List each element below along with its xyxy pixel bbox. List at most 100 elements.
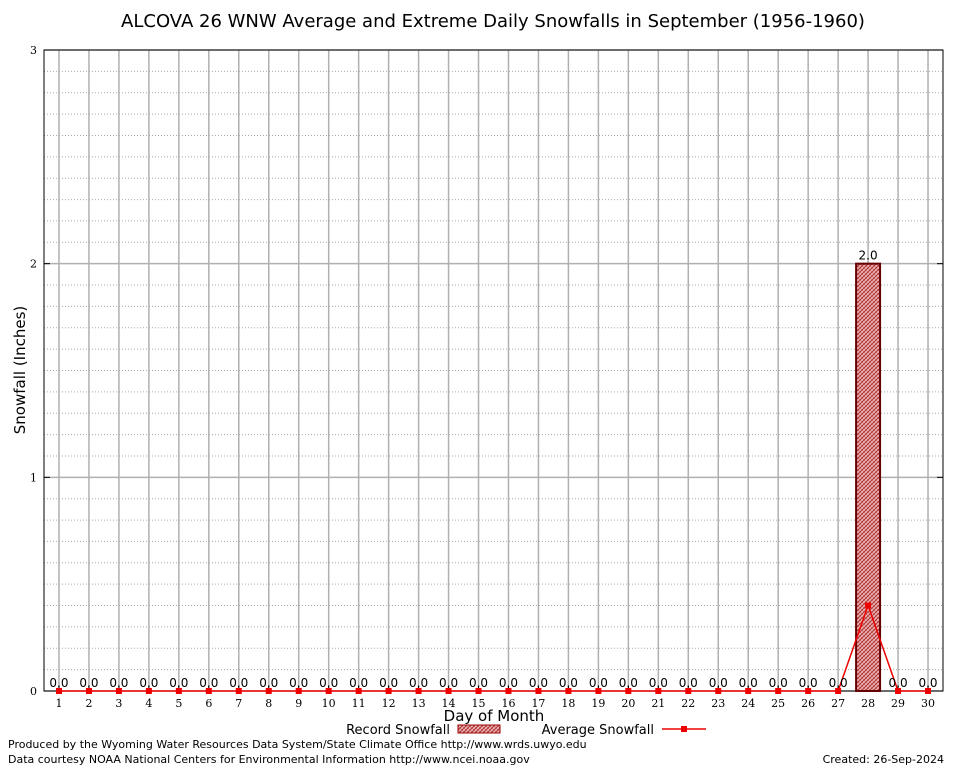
average-point-day-1 <box>55 688 62 694</box>
data-label-day-3: 0.0 <box>109 676 128 690</box>
footer-credit-2: Data courtesy NOAA National Centers for … <box>8 753 530 766</box>
data-label-day-30: 0.0 <box>918 676 937 690</box>
chart-title: ALCOVA 26 WNW Average and Extreme Daily … <box>121 11 865 32</box>
average-point-day-24 <box>745 688 752 694</box>
data-label-day-7: 0.0 <box>229 676 248 690</box>
average-point-day-11 <box>355 688 362 694</box>
data-label-day-9: 0.0 <box>289 676 308 690</box>
x-tick-label: 25 <box>771 697 785 710</box>
data-labels: 0.0 0.0 0.0 0.0 0.0 0.0 0.0 0.0 0.0 0.0 0.0 0.0 0.0 0… <box>49 249 937 690</box>
x-tick-label: 27 <box>831 697 845 710</box>
x-tick-label: 22 <box>681 697 695 710</box>
data-label-day-18: 0.0 <box>559 676 578 690</box>
average-point-day-21 <box>655 688 662 694</box>
y-tick-label: 3 <box>30 44 37 57</box>
data-label-day-13: 0.0 <box>409 676 428 690</box>
data-label-day-8: 0.0 <box>259 676 278 690</box>
average-point-day-27 <box>835 688 842 694</box>
x-tick-label: 10 <box>322 697 336 710</box>
bars <box>855 262 882 692</box>
x-tick-label: 15 <box>472 697 486 710</box>
x-tick-label: 14 <box>442 697 456 710</box>
average-point-day-15 <box>475 688 482 694</box>
x-tick-label: 1 <box>55 697 62 710</box>
x-tick-label: 28 <box>861 697 875 710</box>
average-point-day-28 <box>865 602 872 609</box>
data-label-day-14: 0.0 <box>439 676 458 690</box>
x-tick-label: 18 <box>561 697 575 710</box>
average-point-day-7 <box>235 688 242 694</box>
legend-average-label: Average Snowfall <box>542 723 654 738</box>
y-axis-ticks: 0 1 2 3 <box>30 44 943 698</box>
x-tick-label: 19 <box>591 697 605 710</box>
data-label-day-15: 0.0 <box>469 676 488 690</box>
legend: Record Snowfall Average Snowfall <box>346 723 706 738</box>
data-label-day-20: 0.0 <box>619 676 638 690</box>
x-tick-label: 29 <box>891 697 905 710</box>
x-tick-label: 5 <box>175 697 182 710</box>
average-point-day-18 <box>565 688 572 694</box>
average-point-day-23 <box>715 688 722 694</box>
data-label-day-4: 0.0 <box>139 676 158 690</box>
x-tick-label: 17 <box>531 697 545 710</box>
average-point-day-6 <box>205 688 212 694</box>
y-axis-label: Snowfall (Inches) <box>11 306 29 434</box>
x-tick-label: 6 <box>205 697 212 710</box>
data-label-day-25: 0.0 <box>769 676 788 690</box>
data-label-day-23: 0.0 <box>709 676 728 690</box>
x-axis-label: Day of Month <box>444 707 545 725</box>
data-label-day-6: 0.0 <box>199 676 218 690</box>
data-label-day-16: 0.0 <box>499 676 518 690</box>
data-label-day-21: 0.0 <box>649 676 668 690</box>
average-point-day-8 <box>265 688 272 694</box>
average-point-day-13 <box>415 688 422 694</box>
average-point-day-4 <box>145 688 152 694</box>
average-point-day-22 <box>685 688 692 694</box>
average-point-day-17 <box>535 688 542 694</box>
data-label-day-5: 0.0 <box>169 676 188 690</box>
x-tick-label: 16 <box>501 697 515 710</box>
x-tick-label: 20 <box>621 697 635 710</box>
average-point-day-29 <box>895 688 902 694</box>
x-tick-label: 23 <box>711 697 725 710</box>
average-point-day-12 <box>385 688 392 694</box>
x-tick-label: 4 <box>145 697 152 710</box>
x-tick-label: 13 <box>412 697 426 710</box>
x-tick-label: 30 <box>921 697 935 710</box>
legend-average-marker <box>681 726 687 732</box>
footer-created: Created: 26-Sep-2024 <box>823 753 944 766</box>
x-tick-label: 11 <box>352 697 366 710</box>
x-axis-ticks: 1 2 3 4 5 6 7 8 9 10 11 12 13 14 15 16 17 18 19 20 21 22 23 24 2… <box>55 686 935 710</box>
x-tick-label: 2 <box>85 697 92 710</box>
average-point-day-20 <box>625 688 632 694</box>
data-label-day-2: 0.0 <box>79 676 98 690</box>
x-tick-label: 3 <box>115 697 122 710</box>
data-label-day-19: 0.0 <box>589 676 608 690</box>
data-label-day-10: 0.0 <box>319 676 338 690</box>
data-label-day-27: 0.0 <box>829 676 848 690</box>
x-tick-label: 7 <box>235 697 242 710</box>
average-point-day-5 <box>175 688 182 694</box>
data-label-day-11: 0.0 <box>349 676 368 690</box>
legend-record-swatch <box>457 724 501 734</box>
average-point-day-25 <box>775 688 782 694</box>
legend-record-label: Record Snowfall <box>346 723 450 738</box>
average-point-day-2 <box>85 688 92 694</box>
record-bar-day-28 <box>855 262 882 692</box>
data-label-day-17: 0.0 <box>529 676 548 690</box>
data-label-day-28: 2.0 <box>859 249 878 263</box>
average-point-day-3 <box>115 688 122 694</box>
y-tick-label: 2 <box>30 258 37 271</box>
data-label-day-26: 0.0 <box>799 676 818 690</box>
data-label-day-29: 0.0 <box>889 676 908 690</box>
average-series-line <box>58 603 929 692</box>
data-label-day-22: 0.0 <box>679 676 698 690</box>
average-point-day-16 <box>505 688 512 694</box>
footer-credit-1: Produced by the Wyoming Water Resources … <box>8 738 587 751</box>
average-line <box>55 602 932 694</box>
x-tick-label: 24 <box>741 697 755 710</box>
average-point-day-30 <box>925 688 932 694</box>
x-tick-label: 9 <box>295 697 302 710</box>
average-point-day-19 <box>595 688 602 694</box>
y-tick-label: 0 <box>30 685 37 698</box>
